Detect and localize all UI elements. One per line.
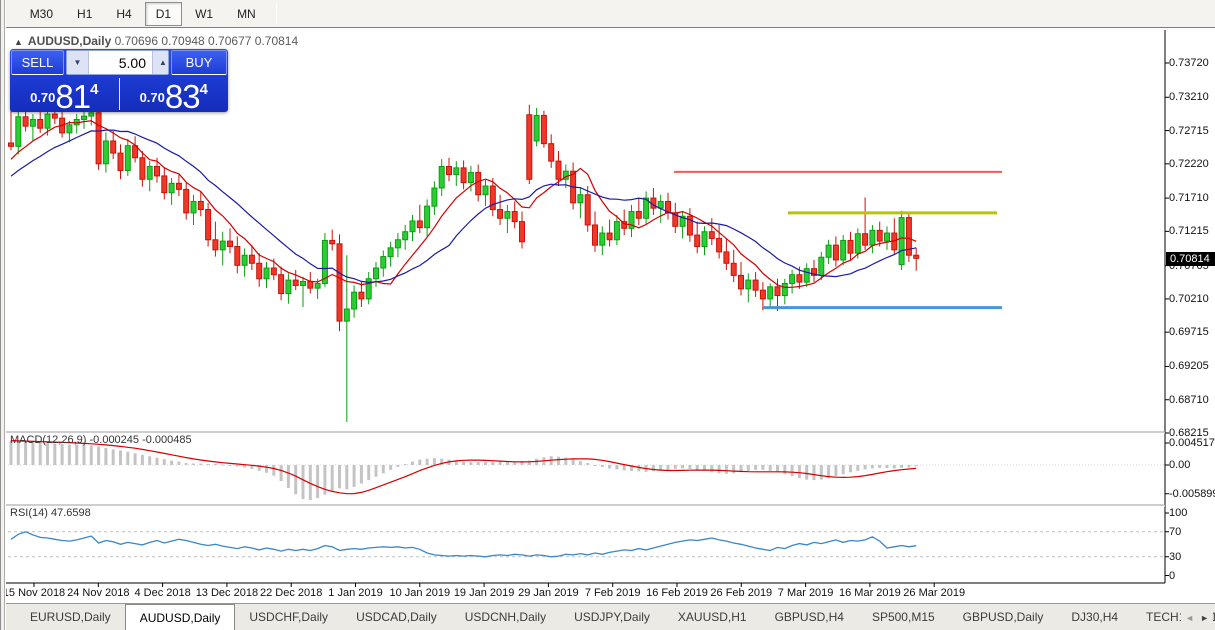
buy-price-prefix: 0.70 xyxy=(139,90,165,105)
chart-tab-usdchf-daily[interactable]: USDCHF,Daily xyxy=(249,610,329,624)
macd-name: MACD(12,26,9) xyxy=(10,434,87,446)
chart-canvas[interactable]: ▲ AUDUSD,Daily 0.70696 0.70948 0.70677 0.… xyxy=(0,28,1215,603)
price-divider xyxy=(118,78,120,110)
current-price-badge: 0.70814 xyxy=(1166,252,1215,266)
chart-symbol: AUDUSD,Daily xyxy=(27,34,112,48)
chart-tab-usdjpy-daily[interactable]: USDJPY,Daily xyxy=(574,610,650,624)
rsi-indicator-label: RSI(14) 47.6598 xyxy=(10,507,91,519)
chart-ohlc-values: 0.70696 0.70948 0.70677 0.70814 xyxy=(114,34,299,48)
timeframe-button-m30[interactable]: M30 xyxy=(19,2,64,26)
timeframe-button-mn[interactable]: MN xyxy=(226,2,267,26)
volume-up-button[interactable]: ▲ xyxy=(152,51,168,74)
rsi-value: 47.6598 xyxy=(50,507,91,519)
timeframe-button-d1[interactable]: D1 xyxy=(144,1,183,26)
chevron-up-icon: ▲ xyxy=(159,58,167,67)
rsi-name: RSI(14) xyxy=(10,507,48,519)
timeframe-button-h4[interactable]: H4 xyxy=(105,2,142,26)
chart-tab-audusd-daily[interactable]: AUDUSD,Daily xyxy=(124,604,236,630)
sell-button[interactable]: SELL xyxy=(11,50,64,75)
chart-tab-gbpusd-daily[interactable]: GBPUSD,Daily xyxy=(962,610,1044,624)
timeframe-button-h1[interactable]: H1 xyxy=(66,2,103,26)
chart-tab-bar: EURUSD,Daily AUDUSD,Daily USDCHF,Daily USDC… xyxy=(0,603,1215,630)
symbol-marker-icon: ▲ xyxy=(14,37,23,47)
macd-values: -0.000245 -0.000485 xyxy=(89,434,192,446)
volume-dropdown-button[interactable]: ▼ xyxy=(67,51,89,74)
buy-price[interactable]: 0.70834 xyxy=(120,76,229,115)
chart-tab-gbpusd-h4[interactable]: GBPUSD,H4 xyxy=(774,610,844,624)
tab-scroll-right-icon[interactable]: ► xyxy=(1200,612,1209,623)
buy-price-pip: 4 xyxy=(199,81,208,98)
one-click-trading-panel: SELL ▼ 5.00 ▲ BUY 0.70814 0.70834 xyxy=(10,49,229,115)
chart-title: ▲ AUDUSD,Daily 0.70696 0.70948 0.70677 0.… xyxy=(14,34,298,48)
chart-tab-eurusd-daily[interactable]: EURUSD,Daily xyxy=(30,610,111,624)
timeframe-button-w1[interactable]: W1 xyxy=(184,2,224,26)
sell-price[interactable]: 0.70814 xyxy=(10,76,119,115)
chart-tab-usdcnh-daily[interactable]: USDCNH,Daily xyxy=(464,610,547,624)
chart-tab-sp500-m15[interactable]: SP500,M15 xyxy=(871,610,935,624)
toolbar-separator xyxy=(275,3,277,24)
sell-price-prefix: 0.70 xyxy=(30,90,56,105)
chart-tab-usdcad-daily[interactable]: USDCAD,Daily xyxy=(356,610,437,624)
chart-plot-svg xyxy=(0,30,1169,587)
chart-tab-xauusd-h1[interactable]: XAUUSD,H1 xyxy=(677,610,747,624)
macd-indicator-label: MACD(12,26,9) -0.000245 -0.000485 xyxy=(10,434,192,446)
timeframe-toolbar: 5M30H1H4D1W1MN xyxy=(0,0,1215,28)
volume-stepper: ▼ 5.00 ▲ xyxy=(66,50,169,75)
sell-price-pip: 4 xyxy=(90,81,99,98)
tab-scroll-arrows: ◄ ► xyxy=(1181,604,1213,630)
tab-scroll-left-icon[interactable]: ◄ xyxy=(1185,612,1195,623)
sell-price-big: 81 xyxy=(55,78,91,115)
chevron-down-icon: ▼ xyxy=(73,58,82,67)
chart-tab-dj30-h4[interactable]: DJ30,H4 xyxy=(1071,610,1119,624)
buy-button[interactable]: BUY xyxy=(171,50,227,75)
volume-input[interactable]: 5.00 xyxy=(89,51,152,74)
buy-price-big: 83 xyxy=(164,78,201,115)
window-left-frame xyxy=(0,0,6,630)
